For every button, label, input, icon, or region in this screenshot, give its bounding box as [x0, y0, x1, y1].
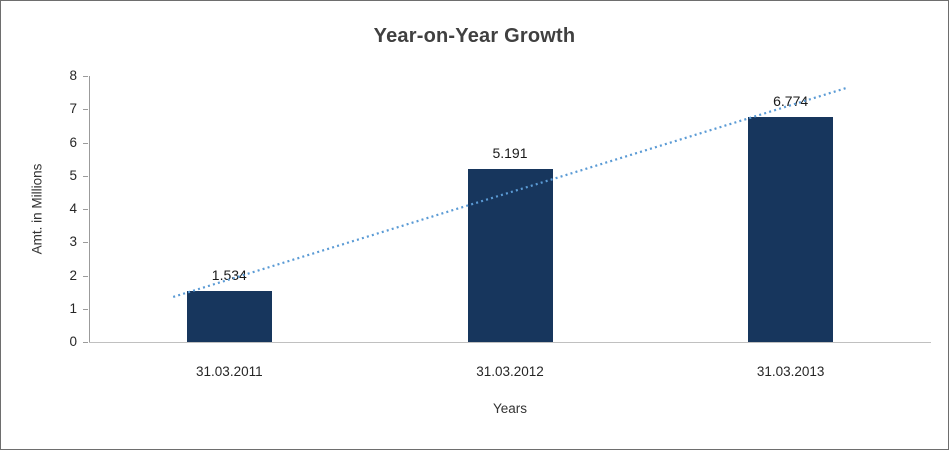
- bar: [467, 169, 553, 342]
- x-tick-label: 31.03.2012: [476, 364, 544, 379]
- y-tick-label: 4: [69, 201, 77, 216]
- y-tick-mark: [83, 175, 88, 177]
- y-tick-mark: [83, 342, 88, 343]
- bar-value-label: 5.191: [492, 145, 528, 162]
- y-tick-label: 2: [69, 267, 77, 283]
- x-tick-label: 31.03.2013: [756, 364, 825, 379]
- y-tick-label: 7: [69, 101, 77, 117]
- y-tick-mark: [83, 308, 88, 310]
- x-axis-line: [89, 342, 931, 343]
- y-tick-mark: [83, 275, 88, 277]
- y-tick-label: 3: [69, 234, 77, 250]
- x-tick-label: 31.03.2011: [196, 364, 263, 379]
- y-tick-mark: [83, 209, 88, 210]
- y-tick-mark: [83, 109, 88, 111]
- y-tick-mark: [83, 76, 88, 77]
- bar: [748, 116, 834, 342]
- bar: [186, 290, 272, 342]
- y-tick-label: 5: [69, 167, 77, 183]
- x-axis-title: Years: [492, 401, 528, 416]
- y-tick-label: 1: [69, 300, 77, 316]
- y-axis-line: [89, 76, 90, 342]
- y-tick-mark: [83, 142, 88, 144]
- bar-value-label: 1.534: [211, 266, 247, 283]
- chart-title: Year-on-Year Growth: [373, 25, 576, 47]
- y-tick-mark: [83, 242, 88, 244]
- y-tick-label: 6: [69, 134, 77, 150]
- bar-value-label: 6.774: [773, 92, 809, 109]
- y-tick-label: 0: [69, 334, 77, 349]
- y-tick-label: 8: [69, 68, 77, 83]
